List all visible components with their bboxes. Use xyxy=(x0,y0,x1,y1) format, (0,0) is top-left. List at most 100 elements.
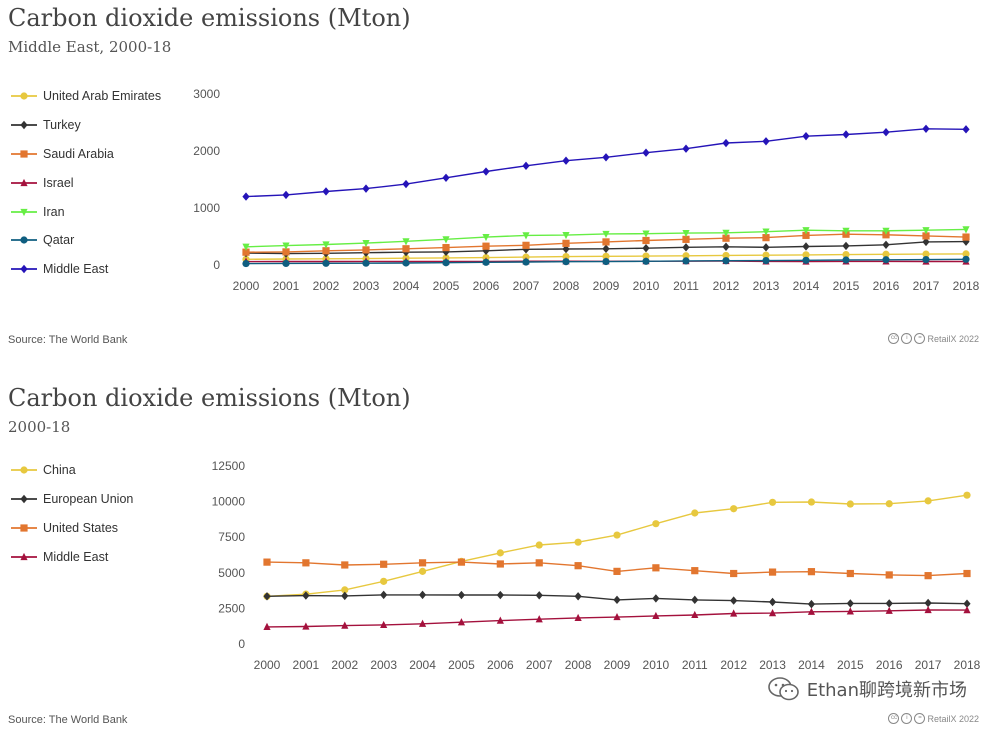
data-point xyxy=(691,595,699,605)
legend-item: China xyxy=(10,456,133,485)
data-point xyxy=(807,599,816,609)
data-point xyxy=(602,230,610,239)
data-point xyxy=(762,256,770,265)
data-point xyxy=(768,498,777,506)
data-point xyxy=(682,144,690,153)
data-point xyxy=(562,156,570,165)
x-tick-label: 2005 xyxy=(448,658,475,672)
x-tick-label: 2004 xyxy=(393,279,420,293)
data-point xyxy=(642,148,650,157)
data-point xyxy=(924,572,932,580)
data-point xyxy=(842,250,850,259)
series-line xyxy=(266,494,968,597)
data-point xyxy=(602,153,610,162)
data-point xyxy=(762,243,770,252)
data-point xyxy=(242,248,250,256)
legend-label: Qatar xyxy=(43,233,75,248)
series-qatar xyxy=(242,255,970,268)
data-point xyxy=(562,252,570,261)
data-point xyxy=(691,509,699,517)
source-note: Source: The World Bank xyxy=(8,334,128,346)
data-point xyxy=(602,257,610,266)
data-point xyxy=(522,258,530,266)
data-point xyxy=(846,500,854,508)
data-point xyxy=(535,615,543,623)
x-tick-label: 2002 xyxy=(331,658,358,672)
data-point xyxy=(341,561,349,569)
data-point xyxy=(722,138,730,148)
x-tick-label: 2010 xyxy=(643,658,670,672)
data-point xyxy=(962,233,970,241)
data-point xyxy=(402,238,410,246)
data-point xyxy=(362,259,370,267)
x-tick-label: 2003 xyxy=(370,658,397,672)
legend-marker xyxy=(20,208,28,216)
data-point xyxy=(768,568,777,576)
legend-swatch xyxy=(11,208,37,216)
data-point xyxy=(682,243,690,252)
legend-label: Middle East xyxy=(43,549,109,564)
data-point xyxy=(562,258,570,266)
data-point xyxy=(963,569,971,578)
data-point xyxy=(562,239,570,247)
y-tick-label: 2500 xyxy=(218,601,245,615)
data-point xyxy=(242,243,250,251)
data-point xyxy=(602,244,610,253)
chart-title: Carbon dioxide emissions (Mton) xyxy=(8,4,411,32)
data-point xyxy=(418,559,427,567)
wechat-icon xyxy=(767,677,799,701)
data-point xyxy=(962,125,970,134)
x-tick-label: 2008 xyxy=(553,279,580,293)
data-point xyxy=(963,606,971,614)
legend-swatch xyxy=(11,264,37,274)
data-point xyxy=(642,230,650,238)
source-note: Source: The World Bank xyxy=(8,714,128,726)
legend-item: Middle East xyxy=(10,255,161,284)
data-point xyxy=(263,558,271,566)
data-point xyxy=(922,227,930,235)
data-point xyxy=(882,227,890,235)
data-point xyxy=(762,234,770,242)
data-point xyxy=(242,259,250,268)
series-middle-east xyxy=(263,605,971,631)
data-point xyxy=(496,549,504,557)
data-point xyxy=(730,569,738,578)
data-point xyxy=(263,622,271,631)
data-point xyxy=(882,127,890,137)
data-point xyxy=(535,541,543,549)
data-point xyxy=(722,242,730,251)
data-point xyxy=(380,620,388,629)
data-point xyxy=(962,255,970,263)
x-tick-label: 2012 xyxy=(720,658,747,672)
line-chart: 0 2500 5000 7500 10000 12500 2000 2001 2002 2003 2… xyxy=(212,459,981,672)
data-point xyxy=(846,599,854,608)
x-tick-label: 2014 xyxy=(793,279,820,293)
x-tick-label: 2005 xyxy=(433,279,460,293)
x-tick-label: 2002 xyxy=(313,279,340,293)
data-point xyxy=(496,560,504,568)
y-tick-label: 7500 xyxy=(218,530,245,544)
y-tick-label: 1000 xyxy=(193,201,220,215)
x-tick-label: 2014 xyxy=(798,658,825,672)
data-point xyxy=(802,227,810,235)
watermark-text: Ethan聊跨境新市场 xyxy=(806,680,967,701)
data-point xyxy=(322,259,330,267)
nd-icon: = xyxy=(914,713,926,724)
license-credit: cc i = RetailX 2022 xyxy=(888,333,979,344)
data-point xyxy=(282,190,290,200)
x-tick-label: 2015 xyxy=(837,658,864,672)
data-point xyxy=(496,590,504,600)
data-point xyxy=(302,559,310,567)
data-point xyxy=(442,244,450,252)
data-point xyxy=(882,256,890,264)
legend-marker xyxy=(20,466,28,474)
data-point xyxy=(362,184,370,193)
data-point xyxy=(922,255,930,264)
x-tick-label: 2006 xyxy=(487,658,514,672)
x-tick-label: 2017 xyxy=(915,658,942,672)
data-point xyxy=(613,595,621,605)
data-point xyxy=(457,618,466,626)
x-tick-label: 2011 xyxy=(682,658,708,672)
data-point xyxy=(282,248,290,256)
data-point xyxy=(802,256,810,264)
